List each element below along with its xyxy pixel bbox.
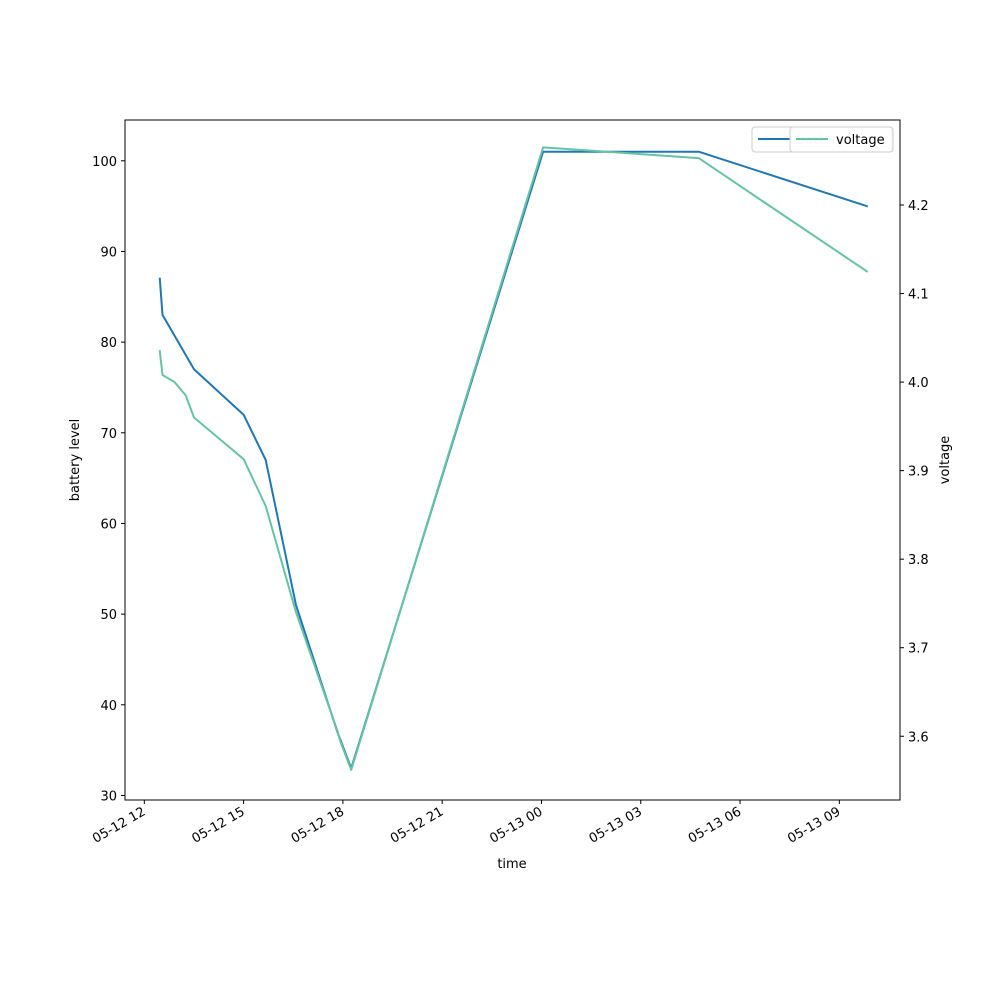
x-tick-label: 05-12 21 — [388, 804, 446, 846]
right-y-tick-label: 3.6 — [908, 730, 929, 745]
right-y-tick-label: 4.0 — [908, 376, 929, 391]
x-tick-label: 05-12 18 — [289, 804, 347, 846]
right-y-tick-label: 3.8 — [908, 553, 929, 568]
x-tick-label: 05-13 00 — [487, 804, 545, 846]
left-y-tick-label: 50 — [100, 608, 117, 623]
right-y-tick-label: 4.2 — [908, 199, 929, 214]
legend-voltage: voltage — [789, 126, 894, 153]
x-tick-label: 05-12 15 — [189, 804, 247, 846]
left-y-tick-label: 30 — [100, 789, 117, 804]
right-y-axis-label: voltage — [938, 436, 953, 485]
plot-area — [125, 120, 900, 800]
left-y-tick-label: 90 — [100, 245, 117, 260]
right-y-tick-label: 3.7 — [908, 642, 929, 657]
left-y-tick-label: 80 — [100, 336, 117, 351]
right-y-tick-label: 4.1 — [908, 288, 929, 303]
legend-voltage-box — [789, 126, 894, 153]
x-axis-label: time — [497, 857, 526, 872]
left-y-tick-label: 100 — [92, 155, 117, 170]
left-y-tick-label: 60 — [100, 517, 117, 532]
x-tick-label: 05-13 06 — [686, 804, 744, 846]
right-y-tick-label: 3.9 — [908, 465, 929, 480]
left-y-tick-label: 70 — [100, 427, 117, 442]
right-y-axis: 3.6 3.7 3.8 3.9 4.0 4.1 4.2 — [900, 199, 929, 745]
left-y-axis: 30 40 50 60 70 80 90 100 — [92, 155, 125, 804]
x-tick-label: 05-12 12 — [90, 804, 148, 846]
left-y-axis-label: battery level — [68, 419, 83, 502]
left-y-tick-label: 40 — [100, 699, 117, 714]
x-tick-label: 05-13 03 — [587, 804, 645, 846]
x-tick-label: 05-13 09 — [785, 804, 843, 846]
x-axis: 05-12 12 05-12 15 05-12 18 05-12 21 05-13 00… — [90, 800, 843, 847]
series-line-voltage — [158, 146, 869, 771]
plot-frame — [124, 119, 901, 801]
series-layer — [158, 146, 869, 771]
legend-voltage-label: voltage — [836, 133, 885, 148]
